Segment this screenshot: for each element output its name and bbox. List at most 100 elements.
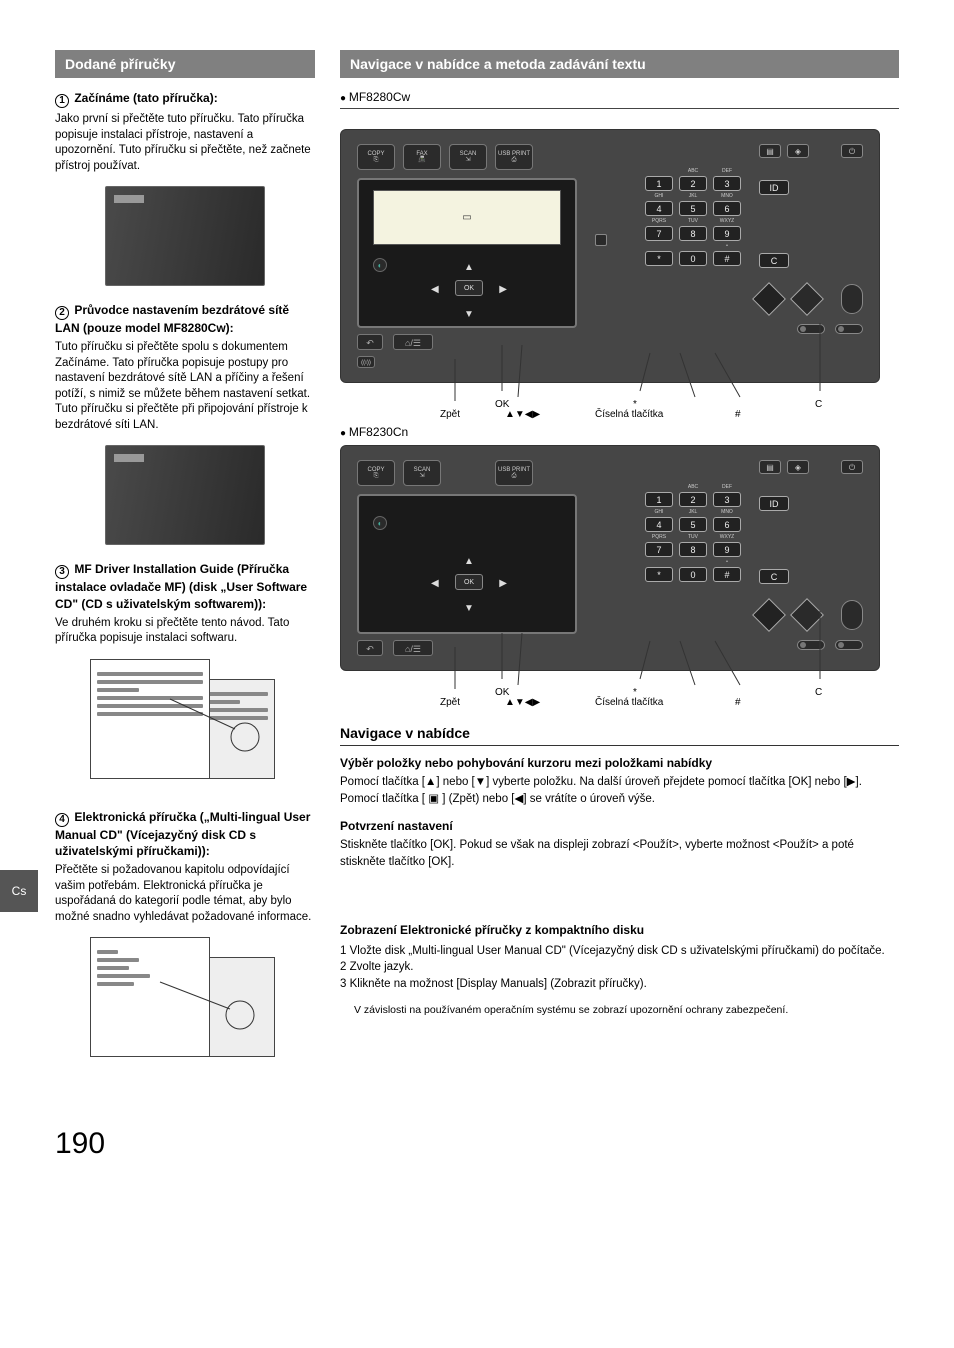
- mode-usb-2[interactable]: USB PRINT⎙: [495, 460, 533, 486]
- mode-copy[interactable]: COPY⎘: [357, 144, 395, 170]
- activity-led: [595, 234, 607, 246]
- clear-button[interactable]: C: [759, 253, 789, 268]
- arrow-right-icon[interactable]: ▶: [499, 578, 507, 589]
- vol-slider-1[interactable]: [797, 324, 825, 334]
- start-color-button-2[interactable]: [841, 600, 863, 630]
- stop-button-2[interactable]: [752, 598, 786, 632]
- item4-title-text: Elektronická příručka („Multi-lingual Us…: [55, 810, 310, 858]
- key-2[interactable]: 2: [679, 176, 707, 191]
- key-3[interactable]: 3: [713, 176, 741, 191]
- item3-text: Ve druhém kroku si přečtěte tento návod.…: [55, 616, 315, 647]
- menu-button[interactable]: ▤: [759, 144, 781, 158]
- wifi-button[interactable]: ((ı)): [357, 356, 375, 368]
- key-9[interactable]: 9: [713, 542, 741, 557]
- dpad[interactable]: ▲ ▼ ◀ ▶ OK: [429, 262, 509, 320]
- item3-thumb: [90, 659, 280, 789]
- key-5[interactable]: 5: [679, 201, 707, 216]
- ok-button-2[interactable]: OK: [455, 574, 483, 590]
- mode-scan-2[interactable]: SCAN⇲: [403, 460, 441, 486]
- usb-icon: ⎙: [512, 473, 517, 479]
- key-9[interactable]: 9: [713, 226, 741, 241]
- home-button-2[interactable]: ⌂/☰: [393, 640, 433, 656]
- arrow-up-icon[interactable]: ▲: [464, 262, 474, 273]
- sub2-title: Potvrzení nastavení: [340, 819, 899, 833]
- key-6[interactable]: 6: [713, 517, 741, 532]
- dpad-2[interactable]: ▲ ▼ ◀ ▶ OK: [429, 556, 509, 614]
- id-button[interactable]: ID: [759, 180, 789, 195]
- nav-heading: Navigace v nabídce: [340, 725, 899, 746]
- key-1[interactable]: 1: [645, 492, 673, 507]
- vol-slider-2[interactable]: [835, 324, 863, 334]
- arrow-right-icon[interactable]: ▶: [499, 284, 507, 295]
- item4-title: 4 Elektronická příručka („Multi-lingual …: [55, 809, 315, 859]
- start-bw-button[interactable]: [790, 282, 824, 316]
- item1-num: 1: [55, 94, 69, 108]
- key-4[interactable]: 4: [645, 517, 673, 532]
- key-6[interactable]: 6: [713, 201, 741, 216]
- steps-list: 1 Vložte disk „Multi-lingual User Manual…: [340, 943, 899, 993]
- key-8[interactable]: 8: [679, 542, 707, 557]
- id-button-2[interactable]: ID: [759, 496, 789, 511]
- key-star[interactable]: *: [645, 567, 673, 582]
- key-star[interactable]: *: [645, 251, 673, 266]
- start-bw-button-2[interactable]: [790, 598, 824, 632]
- scan-icon: ⇲: [465, 157, 470, 163]
- start-color-button[interactable]: [841, 284, 863, 314]
- mode-usb[interactable]: USB PRINT⎙: [495, 144, 533, 170]
- mode-row-2: COPY⎘ SCAN⇲ USB PRINT⎙: [357, 460, 577, 486]
- mode-fax[interactable]: FAX📠: [403, 144, 441, 170]
- item2-text: Tuto příručku si přečtěte spolu s dokume…: [55, 340, 315, 433]
- item1-thumb: [105, 186, 265, 286]
- left-column: Dodané příručky 1 Začínáme (tato příručk…: [55, 50, 315, 1087]
- key-5[interactable]: 5: [679, 517, 707, 532]
- settings-button[interactable]: ◈: [787, 144, 809, 158]
- home-button[interactable]: ⌂/☰: [393, 334, 433, 350]
- ok-button[interactable]: OK: [455, 280, 483, 296]
- key-8[interactable]: 8: [679, 226, 707, 241]
- item4-thumb: [90, 937, 280, 1067]
- item2-num: 2: [55, 306, 69, 320]
- key-0[interactable]: 0: [679, 567, 707, 582]
- clear-button-2[interactable]: C: [759, 569, 789, 584]
- control-panel-mf8230cn: COPY⎘ SCAN⇲ USB PRINT⎙ ◐ ▲ ▼ ◀ ▶: [340, 445, 880, 671]
- arrow-left-icon[interactable]: ◀: [431, 284, 439, 295]
- arrow-up-icon[interactable]: ▲: [464, 556, 474, 567]
- key-0[interactable]: 0: [679, 251, 707, 266]
- back-button-2[interactable]: ↶: [357, 640, 383, 656]
- menu-button-2[interactable]: ▤: [759, 460, 781, 474]
- back-button[interactable]: ↶: [357, 334, 383, 350]
- left-header: Dodané příručky: [55, 50, 315, 78]
- key-2[interactable]: 2: [679, 492, 707, 507]
- settings-button-2[interactable]: ◈: [787, 460, 809, 474]
- book-icon: ▭: [462, 212, 471, 223]
- key-hash[interactable]: #: [713, 567, 741, 582]
- key-7[interactable]: 7: [645, 226, 673, 241]
- mode-scan[interactable]: SCAN⇲: [449, 144, 487, 170]
- arrow-down-icon[interactable]: ▼: [464, 603, 474, 614]
- stop-button[interactable]: [752, 282, 786, 316]
- screen: ▭: [373, 190, 561, 245]
- vol-slider-3[interactable]: [797, 640, 825, 650]
- power-button[interactable]: ⏻: [841, 144, 863, 158]
- arrow-left-icon[interactable]: ◀: [431, 578, 439, 589]
- numeric-keypad: ABCDEF 123 GHIJKLMNO 456 PQRSTUVWXYZ 789…: [645, 168, 741, 266]
- key-hash[interactable]: #: [713, 251, 741, 266]
- arrow-down-icon[interactable]: ▼: [464, 309, 474, 320]
- vol-slider-4[interactable]: [835, 640, 863, 650]
- cl-arrows: ▲▼◀▶: [505, 409, 540, 420]
- cl-ciselna: Číselná tlačítka: [595, 409, 663, 420]
- key-7[interactable]: 7: [645, 542, 673, 557]
- key-3[interactable]: 3: [713, 492, 741, 507]
- divider: [340, 108, 899, 109]
- cl-c: C: [815, 399, 822, 410]
- mode-row: COPY⎘ FAX📠 SCAN⇲ USB PRINT⎙: [357, 144, 577, 170]
- power-button-2[interactable]: ⏻: [841, 460, 863, 474]
- step-2: 2 Zvolte jazyk.: [340, 959, 899, 976]
- key-4[interactable]: 4: [645, 201, 673, 216]
- scan-icon: ⇲: [419, 473, 424, 479]
- key-1[interactable]: 1: [645, 176, 673, 191]
- language-tab: Cs: [0, 870, 38, 912]
- item4-text: Přečtěte si požadovanou kapitolu odpovíd…: [55, 863, 315, 925]
- mode-copy-2[interactable]: COPY⎘: [357, 460, 395, 486]
- right-header: Navigace v nabídce a metoda zadávání tex…: [340, 50, 899, 78]
